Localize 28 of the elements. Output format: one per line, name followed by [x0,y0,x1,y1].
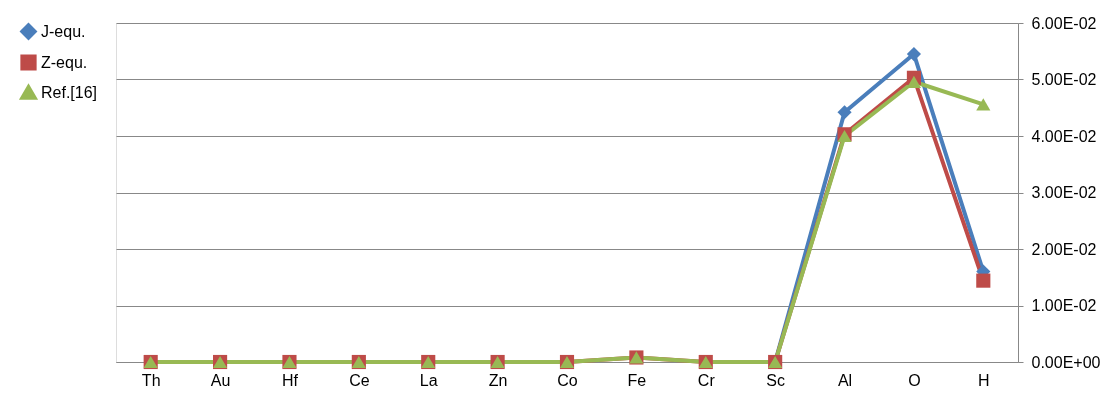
y-tick-label: 2.00E-02 [1031,240,1097,258]
y-tick-label: 4.00E-02 [1031,127,1097,145]
x-tick-label: Fe [627,371,647,389]
point [906,47,921,62]
x-tick-label: Th [141,371,161,389]
x-tick-label: Zn [488,371,508,389]
y-tick-label: 3.00E-02 [1031,184,1097,201]
x-tick-label: Al [837,371,853,389]
x-tick-label: La [419,371,438,389]
x-tick-label: Cr [697,371,716,389]
point [976,98,991,111]
x-tick-label: O [908,371,921,389]
x-tick-label: Ce [349,371,370,389]
legend-label: Z-equ. [41,53,88,71]
y-tick-label: 5.00E-02 [1031,71,1097,88]
y-tick-label: 1.00E-02 [1031,297,1097,314]
legend-label: Ref.[16] [41,83,98,101]
point [906,75,921,88]
point [837,105,852,120]
point [976,273,991,288]
x-tick-label: Sc [766,371,785,389]
x-tick-label: H [978,371,990,389]
legend-label: J-equ. [41,22,86,40]
y-tick-label: 0.00E+00 [1031,353,1101,371]
x-tick-label: Au [210,371,231,389]
x-tick-label: Hf [281,371,299,389]
y-tick-label: 6.00E-02 [1031,14,1097,32]
x-tick-label: Co [557,371,578,389]
